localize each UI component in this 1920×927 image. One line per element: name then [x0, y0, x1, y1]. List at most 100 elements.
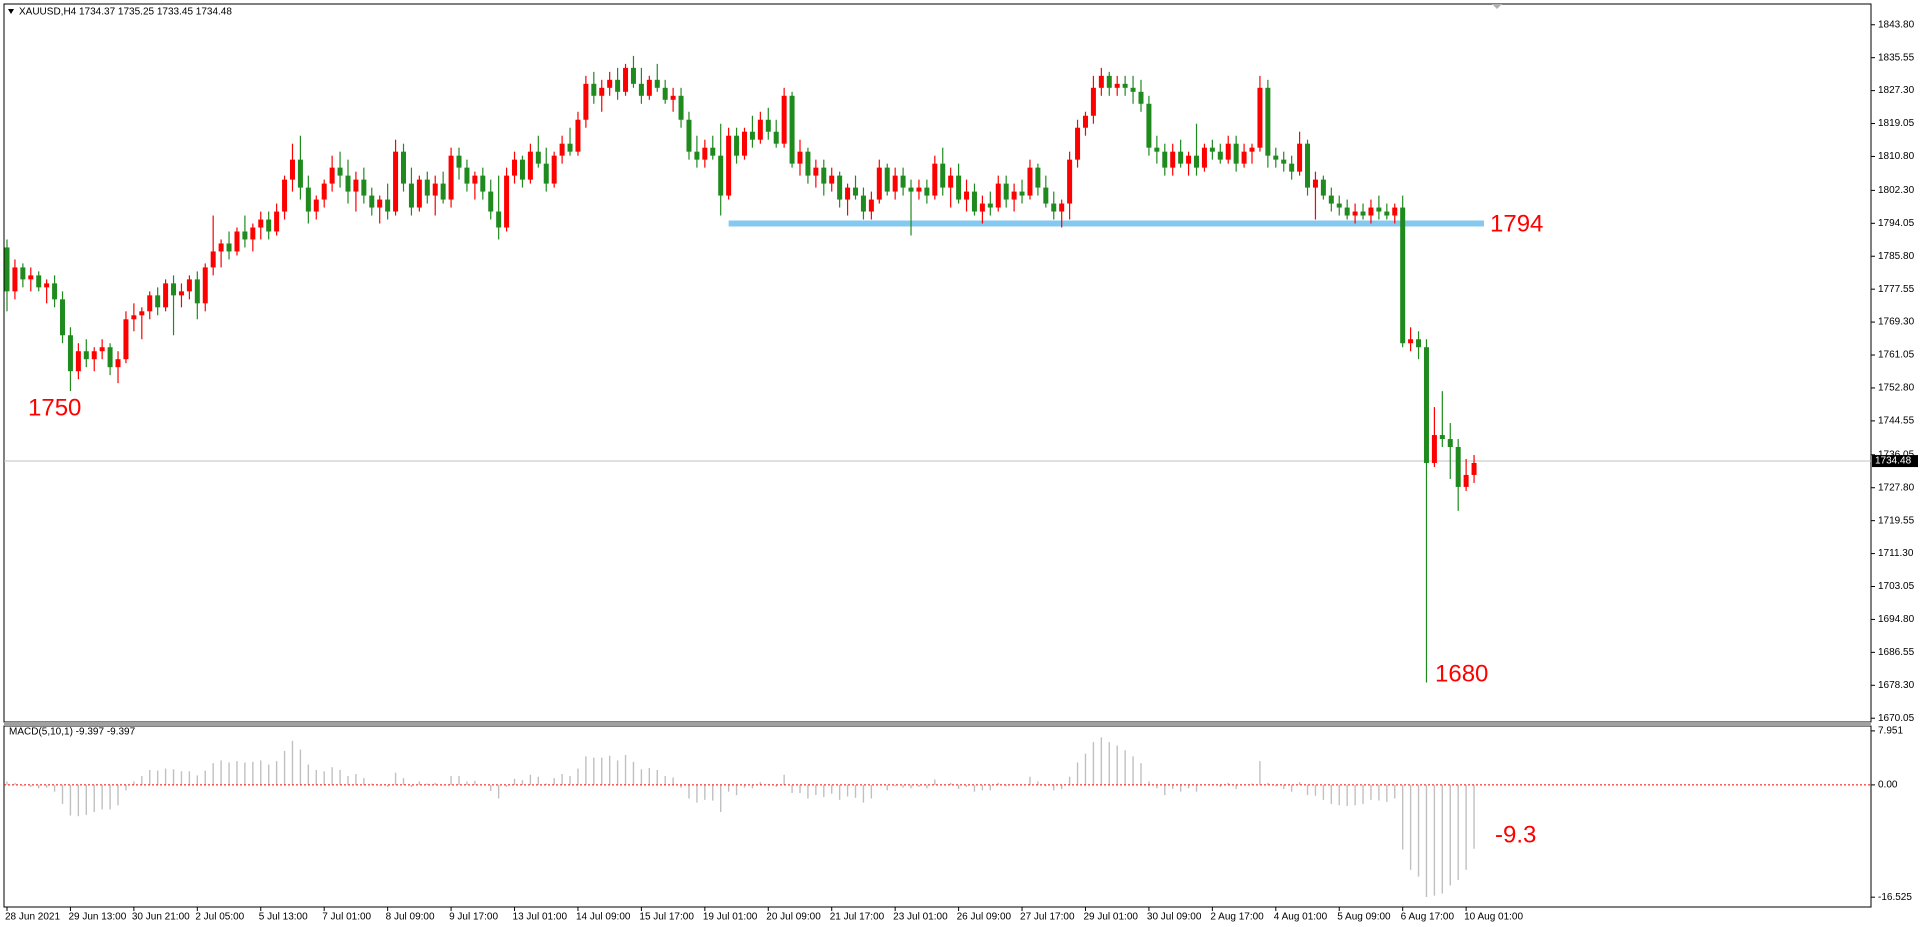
candle-body: [163, 283, 169, 308]
y-tick-label: 1711.30: [1878, 548, 1914, 559]
candle-body: [892, 175, 898, 192]
candle-body: [4, 247, 10, 292]
x-tick-label: 27 Jul 17:00: [1020, 912, 1075, 923]
candle-body: [472, 175, 478, 184]
candle-body: [916, 187, 922, 192]
candle-body: [638, 83, 644, 96]
indicator-title: MACD(5,10,1) -9.397 -9.397: [9, 727, 136, 738]
y-tick-label: 1703.05: [1878, 581, 1915, 592]
candle-body: [321, 183, 327, 200]
candle-body: [377, 199, 383, 208]
candle-body: [1170, 151, 1176, 168]
x-tick-label: 29 Jun 13:00: [68, 912, 126, 923]
candle-body: [226, 243, 232, 252]
candle-body: [266, 219, 272, 232]
x-tick-label: 15 Jul 17:00: [639, 912, 694, 923]
candle-body: [361, 179, 367, 196]
candle-body: [781, 95, 787, 144]
y-tick-label: 1777.55: [1878, 284, 1915, 295]
candle-body: [139, 311, 145, 316]
candle-body: [734, 135, 740, 156]
candle-body: [1408, 339, 1414, 344]
candle-body: [1194, 155, 1199, 168]
x-tick-label: 29 Jul 01:00: [1083, 912, 1138, 923]
candle-body: [805, 151, 811, 176]
candle-body: [504, 175, 510, 228]
candle-body: [789, 95, 795, 164]
candle-body: [607, 79, 613, 88]
symbol-menu-arrow[interactable]: [8, 9, 14, 14]
x-tick-label: 5 Jul 13:00: [259, 912, 308, 923]
candle-body: [749, 131, 755, 140]
candle-body: [1027, 167, 1033, 196]
y-tick-label: 1769.30: [1878, 317, 1915, 328]
candle-body: [297, 159, 303, 188]
x-tick-label: 8 Jul 09:00: [386, 912, 435, 923]
candle-body: [1431, 435, 1437, 463]
candle-body: [1019, 191, 1025, 196]
y-tick-label: 1670.05: [1878, 713, 1915, 724]
x-tick-label: 5 Aug 09:00: [1337, 912, 1391, 923]
candle-body: [20, 267, 26, 280]
candle-body: [1392, 207, 1398, 216]
candle-body: [186, 279, 192, 292]
x-tick-label: 30 Jul 09:00: [1147, 912, 1202, 923]
y-tick-label: 1752.80: [1878, 383, 1915, 394]
y-tick-label: 1686.55: [1878, 647, 1915, 658]
candle-body: [1344, 207, 1350, 216]
candle-body: [456, 155, 462, 168]
candle-body: [393, 151, 399, 212]
candle-body: [868, 199, 874, 212]
candle-body: [583, 83, 589, 120]
candle-body: [1098, 75, 1104, 88]
candle-body: [337, 167, 343, 176]
x-tick-label: 26 Jul 09:00: [957, 912, 1012, 923]
candle-body: [1273, 155, 1279, 160]
candle-body: [757, 119, 763, 140]
candle-body: [551, 155, 557, 184]
candle-body: [718, 155, 724, 196]
candle-body: [678, 95, 684, 120]
chart-title: XAUUSD,H4: [19, 7, 77, 18]
candle-body: [512, 159, 518, 176]
candle-body: [1297, 143, 1303, 172]
candle-body: [654, 79, 660, 88]
candle-body: [837, 175, 843, 200]
candle-body: [44, 283, 50, 288]
y-tick-label: 1678.30: [1878, 680, 1915, 691]
candle-body: [1416, 339, 1422, 348]
candle-body: [876, 167, 882, 200]
candle-body: [1471, 462, 1477, 475]
x-tick-label: 19 Jul 01:00: [703, 912, 758, 923]
candle-body: [765, 119, 771, 132]
candle-body: [1249, 147, 1255, 152]
candle-body: [527, 151, 533, 180]
candle-body: [1082, 115, 1088, 128]
candle-body: [274, 211, 280, 232]
candle-body: [1051, 203, 1057, 212]
candle-body: [1186, 155, 1192, 164]
candle-body: [313, 199, 319, 212]
candle-body: [1011, 191, 1017, 200]
candle-body: [987, 203, 993, 208]
candle-body: [12, 267, 18, 292]
candle-body: [496, 211, 502, 228]
candle-body: [282, 179, 288, 212]
candle-body: [401, 151, 406, 184]
y-tick-label: 1785.80: [1878, 251, 1915, 262]
candle-body: [424, 179, 430, 196]
y-tick-label: 0.00: [1878, 780, 1898, 791]
y-tick-label: 1736.05: [1878, 449, 1915, 460]
candle-body: [1114, 83, 1120, 88]
candle-body: [1384, 211, 1390, 216]
candle-body: [353, 179, 359, 192]
x-tick-label: 23 Jul 01:00: [893, 912, 948, 923]
candle-body: [1305, 143, 1311, 188]
candle-body: [1209, 147, 1215, 152]
candle-body: [432, 183, 438, 196]
candle-body: [345, 175, 351, 192]
y-tick-label: 1802.30: [1878, 185, 1915, 196]
candle-body: [60, 299, 66, 336]
y-tick-label: 1761.05: [1878, 350, 1915, 361]
